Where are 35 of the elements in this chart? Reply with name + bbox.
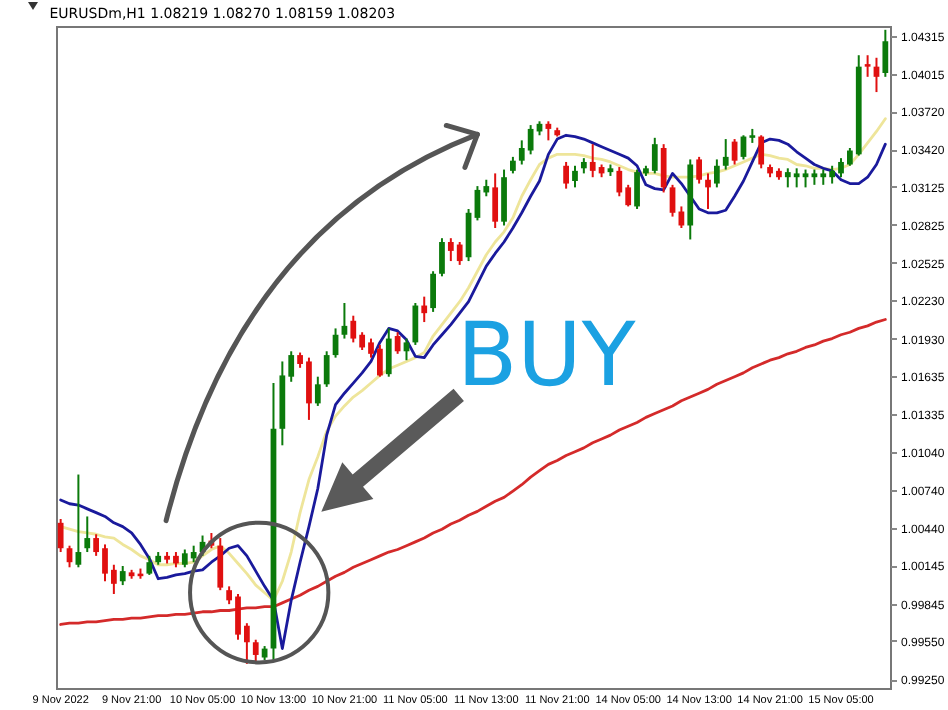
- candlestick: [456, 241, 463, 266]
- annotation: BUY: [456, 304, 636, 407]
- candlestick: [589, 143, 596, 179]
- candlestick: [651, 136, 658, 175]
- candlestick: [492, 172, 499, 230]
- candlestick: [430, 270, 436, 313]
- candlestick: [660, 143, 667, 194]
- candlestick: [793, 167, 800, 189]
- candlestick: [616, 166, 623, 198]
- candlestick: [84, 515, 91, 554]
- candlestick: [722, 138, 729, 171]
- candlestick: [323, 350, 330, 388]
- candlestick: [501, 168, 507, 227]
- candlestick: [713, 158, 720, 189]
- candlestick: [385, 327, 392, 378]
- candlestick: [882, 28, 889, 78]
- candlestick: [119, 565, 126, 587]
- candlestick: [527, 124, 534, 156]
- candlestick: [563, 160, 569, 190]
- candlestick: [572, 164, 578, 189]
- candlestick: [864, 54, 871, 78]
- candlestick: [217, 537, 224, 592]
- candlestick: [314, 375, 321, 407]
- candlestick: [412, 302, 419, 346]
- candlestick: [705, 172, 711, 210]
- candlestick: [146, 554, 153, 576]
- candlestick: [758, 134, 765, 170]
- candlestick: [421, 295, 428, 324]
- candlestick: [252, 638, 259, 664]
- candlestick: [696, 155, 703, 185]
- candlestick: [350, 314, 357, 344]
- candlestick: [57, 518, 64, 554]
- candlestick: [439, 237, 445, 278]
- candlestick: [545, 120, 552, 142]
- candlestick: [394, 331, 401, 355]
